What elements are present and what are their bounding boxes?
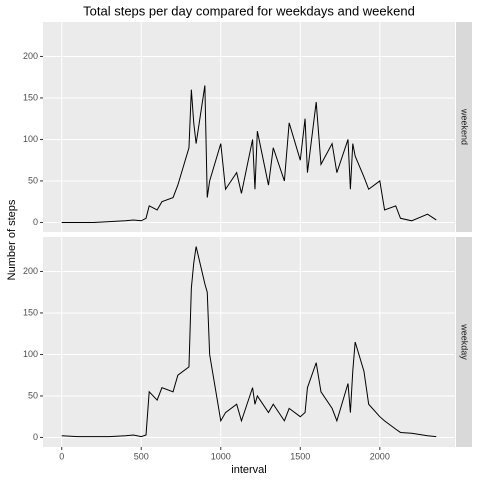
x-tick-label: 1000 bbox=[211, 451, 231, 461]
panel-background bbox=[43, 22, 455, 232]
strip bbox=[456, 237, 472, 447]
x-tick-label: 1500 bbox=[290, 451, 310, 461]
y-tick-label: 0 bbox=[33, 217, 38, 227]
y-tick-label: 150 bbox=[23, 307, 38, 317]
x-tick-label: 0 bbox=[59, 451, 64, 461]
y-axis-label: Number of steps bbox=[6, 199, 18, 280]
y-tick-label: 200 bbox=[23, 51, 38, 61]
strip-label: weekday bbox=[460, 323, 470, 360]
y-tick-label: 200 bbox=[23, 266, 38, 276]
y-tick-label: 150 bbox=[23, 92, 38, 102]
chart-title: Total steps per day compared for weekday… bbox=[83, 3, 415, 18]
x-axis-label: interval bbox=[231, 464, 266, 476]
y-tick-label: 100 bbox=[23, 349, 38, 359]
y-tick-label: 50 bbox=[28, 390, 38, 400]
y-tick-label: 0 bbox=[33, 432, 38, 442]
y-tick-label: 100 bbox=[23, 134, 38, 144]
x-tick-label: 2000 bbox=[370, 451, 390, 461]
line bbox=[61, 246, 437, 438]
x-tick-label: 500 bbox=[134, 451, 149, 461]
line bbox=[61, 85, 437, 223]
strip-label: weekend bbox=[460, 108, 470, 145]
y-tick-label: 50 bbox=[28, 175, 38, 185]
strip bbox=[456, 22, 472, 232]
panel-background bbox=[43, 237, 455, 447]
